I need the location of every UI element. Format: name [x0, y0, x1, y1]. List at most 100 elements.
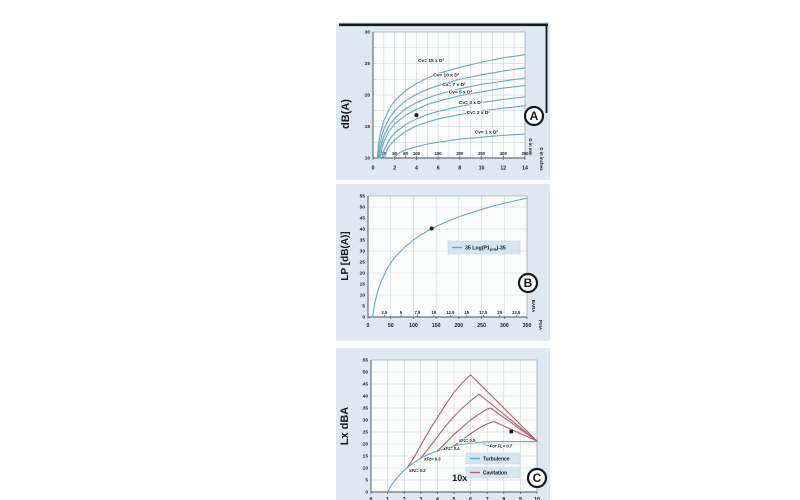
- x2-tick-label: 200: [456, 151, 464, 156]
- y-tick-label: 20: [365, 93, 371, 99]
- side-axis-label: PSIA: [538, 320, 543, 330]
- x-tick-label: 6: [469, 497, 472, 500]
- x-tick-label: 100: [409, 323, 418, 329]
- x-tick-label: 350: [523, 323, 532, 329]
- legend-chip: [465, 452, 521, 465]
- panel-badge-letter: C: [533, 471, 542, 485]
- data-marker: [414, 113, 419, 118]
- series-curve: [420, 393, 538, 459]
- x-tick-label: 10: [534, 497, 540, 500]
- y-tick-label: 35: [363, 406, 369, 412]
- y-tick-label: 25: [365, 61, 371, 67]
- x2-tick-label: 5: [400, 310, 403, 315]
- x2-tick-label: 25: [382, 151, 387, 156]
- panel-badge-circle: [526, 467, 548, 489]
- x-tick-label: 2: [403, 497, 406, 500]
- y-tick-label: 45: [360, 216, 366, 222]
- side-axis-label: BARA: [531, 300, 536, 312]
- x-tick-label: 5: [453, 497, 456, 500]
- series-curve: [436, 407, 538, 452]
- x-tick-label: 4: [436, 497, 439, 500]
- y-tick-label: 30: [363, 418, 369, 424]
- annotation-label: xFz= 0.3: [424, 456, 441, 461]
- x2-tick-label: 17.5: [479, 310, 488, 315]
- x-tick-label: 3: [419, 497, 422, 500]
- x2-tick-label: 7.5: [414, 310, 420, 315]
- annotation-label: For FL= 0.7: [490, 443, 513, 448]
- x2-tick-label: 2.5: [382, 310, 388, 315]
- y-tick-label: 25: [363, 430, 369, 436]
- legend-label: Cavitation: [483, 470, 507, 476]
- top-bar: [339, 23, 548, 27]
- y-tick-label: 10: [365, 156, 371, 162]
- x-tick-label: 0: [367, 323, 370, 329]
- curve-label: Cv= 15 x D²: [418, 58, 444, 64]
- plot-area: [368, 196, 527, 317]
- x2-tick-label: 80: [403, 151, 408, 156]
- series-curve: [383, 105, 526, 159]
- x-tick-label: 0: [372, 166, 375, 172]
- x2-tick-label: 20: [497, 310, 502, 315]
- legend-label: Turbulence: [483, 456, 510, 462]
- y-tick-label: 10: [363, 466, 369, 472]
- x2-tick-label: 250: [478, 151, 486, 156]
- curve-label: Cv= 1 x D²: [475, 129, 499, 135]
- chart-panel-a: 10 15 20 25 30 0 2 4 6 8 10 12 14 25 50 80 100 150 200 250 3…: [336, 22, 550, 180]
- x-tick-label: 12: [500, 166, 506, 172]
- x-tick-label: 7: [486, 497, 489, 500]
- x-tick-label: 4: [415, 166, 418, 172]
- x-tick-label: 8: [502, 497, 505, 500]
- side-axis-label: D in inches: [539, 148, 544, 172]
- x2-tick-label: 15: [464, 310, 469, 315]
- x-tick-label: 9: [519, 497, 522, 500]
- x-tick-label: 1: [386, 497, 389, 500]
- x2-tick-label: 100: [413, 151, 421, 156]
- y-tick-label: 30: [365, 30, 371, 36]
- x2-tick-label: 12.5: [446, 310, 455, 315]
- series-curve: [406, 374, 538, 468]
- y-axis-title: dB(A): [340, 99, 352, 129]
- y-axis-title: LP [dB(A)]: [340, 231, 351, 280]
- series-curve: [378, 77, 526, 159]
- chart-panel-b: 0 5 10 15 20 25 30 35 40 45 50 55 0 50 100 150 200 250 300…: [336, 184, 550, 341]
- y-tick-label: 15: [363, 454, 369, 460]
- data-marker: [509, 429, 514, 434]
- curve-label: Cv= 5 x D²: [449, 90, 473, 96]
- curve-label: Cv= 10 x D²: [433, 73, 459, 79]
- series-curve: [453, 420, 538, 447]
- x-tick-label: 2: [393, 166, 396, 172]
- y-tick-label: 0: [362, 315, 365, 321]
- y-tick-label: 50: [360, 205, 366, 211]
- y-tick-label: 15: [360, 282, 366, 288]
- curve-label: Cv= 3 x D²: [459, 100, 483, 106]
- x2-tick-label: 150: [435, 151, 443, 156]
- y-tick-label: 30: [360, 249, 366, 255]
- x-tick-label: 8: [458, 166, 461, 172]
- series-curve: [376, 54, 526, 159]
- panel-badge-circle: [523, 105, 545, 127]
- legend-chip: [465, 466, 521, 479]
- y-tick-label: 35: [360, 238, 366, 244]
- x-tick-label: 14: [522, 166, 528, 172]
- y-tick-label: 20: [360, 271, 366, 277]
- legend-chip: [447, 240, 521, 255]
- legend-label: 35 Log(P1psia)-35: [465, 245, 506, 251]
- y-tick-label: 5: [365, 478, 368, 484]
- annotation-label: xFz= 0.2: [409, 468, 426, 473]
- x-tick-label: 10: [479, 166, 485, 172]
- x-tick-label: 50: [388, 323, 394, 329]
- annotation-label: xFz= 0.5: [459, 438, 476, 443]
- annotation-label: xFz= 0.4: [443, 446, 460, 451]
- y-tick-label: 40: [363, 394, 369, 400]
- x-tick-label: 200: [455, 323, 464, 329]
- y-tick-label: 55: [360, 194, 366, 200]
- x-tick-label: 250: [477, 323, 486, 329]
- series-curve: [381, 96, 526, 159]
- y-tick-label: 50: [363, 370, 369, 376]
- x2-tick-label: 300: [500, 151, 508, 156]
- chart-b-canvas: 0 5 10 15 20 25 30 35 40 45 50 55 0 50 100 150 200 250 300…: [340, 194, 543, 330]
- y-tick-label: 10: [360, 293, 366, 299]
- curve-label: Cv= 7 x D²: [442, 82, 466, 88]
